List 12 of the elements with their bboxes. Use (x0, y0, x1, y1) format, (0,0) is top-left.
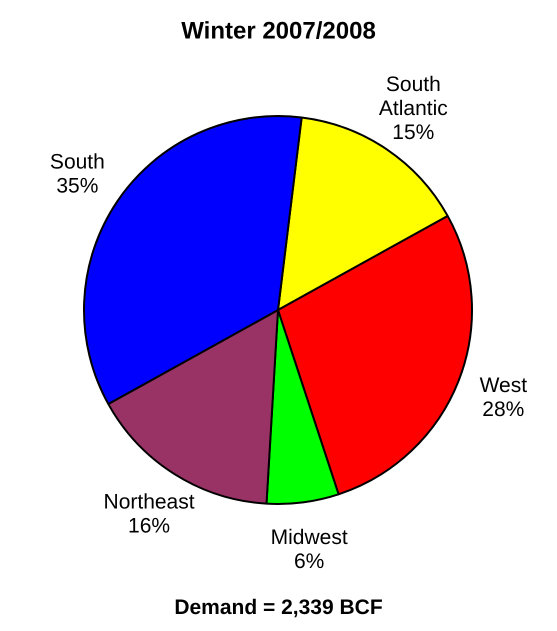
slice-label: South Atlantic (378, 73, 448, 120)
data-label: 15% (392, 121, 434, 144)
text: Demand = 2,339 BCF (174, 596, 383, 619)
slice-label: Northeast (104, 490, 195, 514)
chart-title: Winter 2007/2008 (181, 18, 376, 45)
slice-label: South (50, 150, 105, 174)
data-label: 35% (56, 174, 98, 198)
slice-label: West (480, 374, 528, 398)
data-label: 6% (294, 550, 324, 573)
data-label: 16% (128, 514, 170, 538)
data-label: 28% (482, 398, 524, 422)
slice-label: Midwest (270, 526, 348, 549)
